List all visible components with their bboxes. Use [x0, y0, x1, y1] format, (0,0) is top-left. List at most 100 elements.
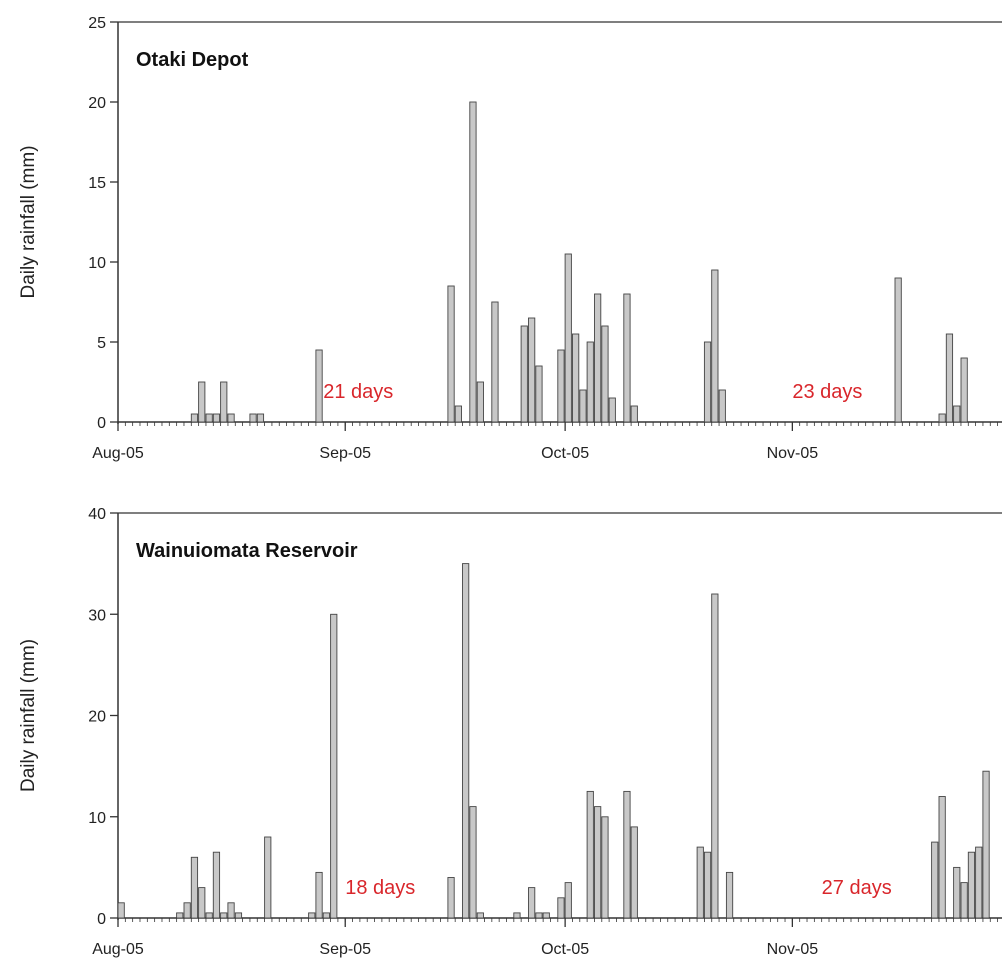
bar: [491, 301, 499, 423]
bar: [630, 826, 638, 919]
bar: [447, 877, 455, 919]
bar: [447, 285, 455, 423]
y-tick-label: 20: [88, 709, 106, 726]
bar: [535, 365, 543, 423]
bar: [703, 851, 712, 919]
bar: [564, 882, 572, 919]
bar: [703, 341, 712, 423]
bar: [249, 413, 257, 423]
bar: [696, 846, 704, 919]
y-tick-label: 20: [88, 95, 106, 112]
bar: [315, 349, 323, 423]
bar: [220, 912, 228, 919]
bar: [601, 816, 609, 919]
x-tick-label: Aug-05: [92, 941, 144, 958]
bar: [564, 253, 572, 423]
chart-title: Otaki Depot: [136, 49, 249, 71]
bar: [476, 912, 484, 919]
y-tick-label: 25: [88, 15, 106, 32]
bar: [220, 381, 228, 423]
bar: [557, 897, 565, 919]
y-axis-label: Daily rainfall (mm): [18, 145, 39, 298]
bar: [469, 101, 477, 423]
bar: [938, 413, 946, 423]
bar: [454, 405, 462, 423]
bar: [227, 413, 235, 423]
bar: [608, 397, 616, 423]
bar: [894, 277, 902, 423]
bar: [205, 413, 213, 423]
bar: [476, 381, 484, 423]
y-tick-label: 30: [88, 607, 106, 624]
bar: [630, 405, 638, 423]
bar: [322, 912, 330, 919]
bar: [594, 293, 602, 423]
x-tick-label: Oct-05: [541, 445, 589, 462]
bar: [513, 912, 521, 919]
y-tick-label: 40: [88, 506, 106, 523]
bar: [264, 836, 272, 919]
bar: [256, 413, 265, 423]
bar: [623, 293, 631, 423]
y-tick-label: 15: [88, 175, 106, 192]
bar: [557, 349, 565, 423]
bar: [953, 405, 961, 423]
dry-spell-annotation: 27 days: [822, 877, 892, 899]
bar: [572, 333, 580, 423]
bar: [601, 325, 609, 423]
bar: [520, 325, 528, 423]
bar: [960, 357, 968, 423]
bar: [330, 613, 338, 919]
bar: [725, 871, 734, 919]
bar: [190, 856, 199, 919]
bar: [594, 806, 602, 919]
bar: [190, 413, 199, 423]
bar: [469, 806, 477, 919]
bar: [982, 770, 990, 919]
y-tick-label: 10: [88, 255, 106, 272]
bar: [938, 796, 946, 919]
bar: [945, 333, 954, 423]
bar: [176, 912, 184, 919]
bar: [212, 413, 221, 423]
dry-spell-annotation: 21 days: [323, 381, 393, 403]
bar: [234, 912, 243, 919]
bar: [623, 790, 631, 919]
y-tick-label: 0: [97, 415, 106, 432]
bar: [212, 851, 221, 919]
bar: [198, 381, 206, 423]
bar: [462, 563, 470, 919]
bar: [967, 851, 976, 919]
bar: [711, 269, 719, 423]
dry-spell-annotation: 23 days: [792, 381, 862, 403]
bar: [931, 841, 939, 919]
bar: [960, 882, 968, 919]
y-axis-label: Daily rainfall (mm): [18, 639, 39, 792]
bar: [183, 902, 191, 919]
bar: [586, 790, 594, 919]
bar: [579, 389, 587, 423]
bar: [542, 912, 550, 919]
bar: [711, 593, 719, 919]
bar: [528, 317, 536, 423]
x-tick-label: Nov-05: [767, 941, 819, 958]
y-tick-label: 0: [97, 911, 106, 928]
chart-title: Wainuiomata Reservoir: [136, 540, 358, 562]
bar: [315, 871, 323, 919]
bar: [117, 902, 125, 919]
y-tick-label: 10: [88, 810, 106, 827]
x-tick-label: Nov-05: [767, 445, 819, 462]
bar: [308, 912, 316, 919]
x-tick-label: Aug-05: [92, 445, 144, 462]
otaki-depot-panel: Aug-05 Sep-05 Oct-05 Nov-05 0 5 10 15 20 25 Daily …: [18, 15, 1002, 462]
bar: [975, 846, 983, 919]
bar: [718, 389, 726, 423]
dry-spell-annotation: 18 days: [345, 877, 415, 899]
bar: [528, 887, 536, 919]
x-tick-label: Oct-05: [541, 941, 589, 958]
bar: [205, 912, 213, 919]
bar: [535, 912, 543, 919]
x-tick-label: Sep-05: [319, 445, 371, 462]
bar: [586, 341, 594, 423]
